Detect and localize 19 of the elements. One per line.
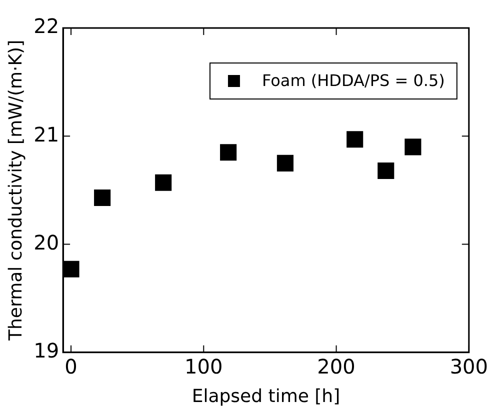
y-tick-label: 22: [34, 14, 60, 38]
point: [63, 260, 80, 278]
y-tick-label: 20: [34, 230, 60, 254]
point: [155, 174, 172, 191]
point: [276, 154, 294, 172]
x-axis-title: Elapsed time [h]: [192, 386, 340, 407]
x-tick-label: 200: [317, 354, 356, 379]
point: [404, 138, 422, 156]
x-tick-label: 100: [184, 354, 223, 379]
y-tick-label: 21: [34, 122, 60, 146]
point: [220, 144, 237, 161]
point: [378, 162, 394, 180]
point: [94, 189, 111, 206]
legend-label: Foam (HDDA/PS = 0.5): [262, 71, 445, 90]
y-axis-title: Thermal conductivity [mW/(m·K)]: [5, 40, 26, 342]
x-tick-label: 0: [64, 354, 78, 379]
x-tick-label: 300: [450, 354, 488, 379]
y-tick-label: 19: [34, 338, 60, 363]
point: [346, 131, 364, 148]
